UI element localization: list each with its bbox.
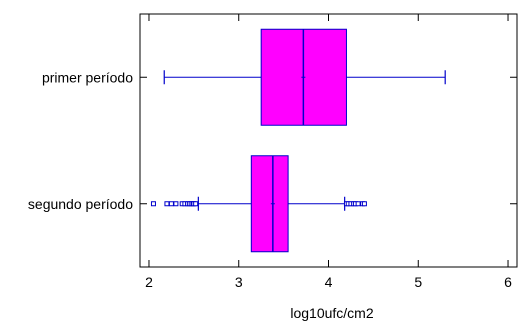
x-axis-label: log10ufc/cm2 — [290, 305, 373, 321]
outlier-point — [355, 201, 361, 207]
x-axis: 2 3 4 5 6 — [145, 14, 512, 290]
x-tick-label: 4 — [325, 274, 333, 290]
outlier-point — [168, 201, 174, 207]
outlier-point — [164, 201, 170, 207]
x-tick-label: 6 — [504, 274, 512, 290]
y-axis: primer período segundo período — [28, 69, 517, 212]
x-tick-label: 3 — [235, 274, 243, 290]
category-label-segundo: segundo período — [28, 196, 133, 212]
outlier-point — [193, 201, 199, 207]
box-primer — [163, 28, 446, 126]
x-tick-label: 5 — [414, 274, 422, 290]
outlier-point — [361, 201, 367, 207]
x-tick-label: 2 — [145, 274, 153, 290]
iqr-box — [250, 155, 289, 253]
outlier-point — [150, 201, 156, 207]
boxes-layer — [150, 28, 446, 253]
category-label-primer: primer período — [42, 69, 133, 85]
outlier-point — [173, 201, 179, 207]
box-segundo — [150, 155, 367, 253]
